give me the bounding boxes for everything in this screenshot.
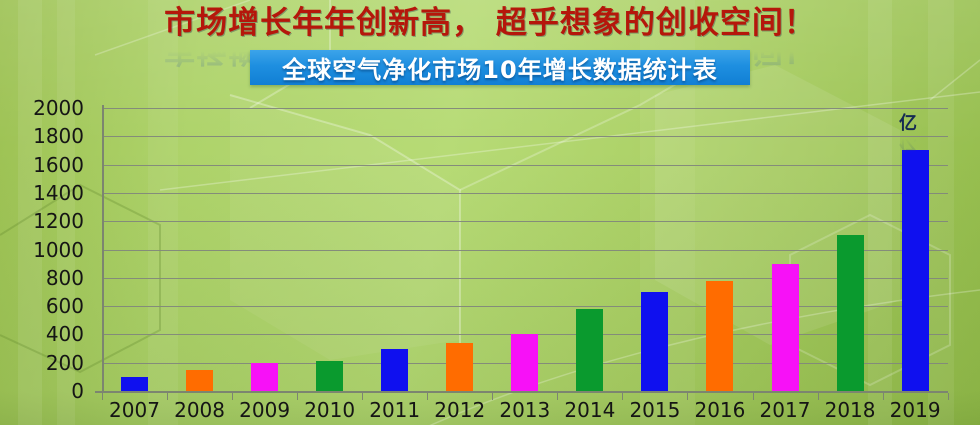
y-tick-label: 600 bbox=[45, 294, 84, 319]
x-tick-label: 2018 bbox=[824, 398, 876, 422]
x-tick-label: 2011 bbox=[369, 398, 421, 422]
bar-2013 bbox=[511, 334, 539, 391]
y-axis-line bbox=[102, 105, 104, 391]
bar-2016 bbox=[706, 280, 734, 391]
bar-2012 bbox=[446, 342, 474, 391]
gridline bbox=[103, 277, 948, 279]
bar-2007 bbox=[121, 376, 148, 391]
y-tick-label: 1600 bbox=[33, 152, 84, 177]
x-tick-label: 2012 bbox=[434, 398, 486, 422]
x-tick-label: 2013 bbox=[499, 398, 551, 422]
bar-2010 bbox=[316, 361, 344, 391]
bar-2011 bbox=[381, 348, 409, 391]
x-axis-tick bbox=[882, 393, 884, 400]
x-tick-label: 2008 bbox=[174, 398, 225, 422]
y-tick-label: 1200 bbox=[33, 209, 84, 234]
x-axis-tick bbox=[687, 393, 689, 400]
subtitle-banner: 全球空气净化市场10年增长数据统计表 bbox=[250, 50, 750, 85]
gridline bbox=[103, 306, 948, 308]
y-tick-label: 1800 bbox=[33, 124, 84, 149]
y-tick-label: 400 bbox=[45, 322, 84, 347]
y-tick-label: 0 bbox=[71, 379, 84, 403]
unit-label: 亿 bbox=[899, 113, 917, 134]
y-tick-label: 2000 bbox=[33, 96, 84, 120]
bar-2017 bbox=[771, 263, 799, 391]
x-axis-tick bbox=[232, 393, 234, 400]
x-axis-tick bbox=[297, 393, 299, 400]
x-tick-label: 2015 bbox=[629, 398, 681, 422]
page-title: 市场增长年年创新高， 超乎想象的创收空间！ bbox=[164, 5, 816, 41]
y-tick-label: 800 bbox=[45, 265, 84, 290]
gridline bbox=[103, 136, 948, 138]
y-tick-label: 1400 bbox=[33, 180, 84, 205]
x-axis-tick bbox=[817, 393, 819, 400]
gridline bbox=[103, 192, 948, 194]
x-axis-tick bbox=[947, 393, 949, 400]
x-tick-label: 2010 bbox=[304, 398, 356, 422]
x-axis-tick bbox=[557, 393, 559, 400]
x-tick-label: 2009 bbox=[239, 398, 291, 422]
x-tick-label: 2016 bbox=[694, 398, 746, 422]
bar-2018 bbox=[836, 235, 864, 391]
bar-2008 bbox=[186, 369, 214, 391]
x-axis-tick bbox=[167, 393, 169, 400]
gridline bbox=[103, 108, 948, 109]
x-axis-tick bbox=[427, 393, 429, 400]
x-axis-tick bbox=[492, 393, 494, 400]
gridline bbox=[103, 164, 948, 166]
y-tick-label: 200 bbox=[45, 350, 84, 375]
x-axis-tick bbox=[102, 393, 103, 400]
bar-2014 bbox=[576, 308, 604, 391]
x-axis-tick bbox=[622, 393, 624, 400]
x-tick-label: 2017 bbox=[759, 398, 811, 422]
x-tick-label: 2014 bbox=[564, 398, 616, 422]
gridline bbox=[103, 249, 948, 251]
bar-2019 bbox=[901, 150, 929, 391]
x-tick-label: 2019 bbox=[889, 398, 941, 422]
gridline bbox=[103, 221, 948, 223]
bar-2015 bbox=[641, 291, 669, 391]
y-tick-label: 1000 bbox=[33, 237, 84, 262]
x-axis-line bbox=[95, 391, 948, 393]
x-tick-label: 2007 bbox=[109, 398, 160, 422]
bar-2009 bbox=[251, 362, 279, 391]
x-axis-tick bbox=[362, 393, 364, 400]
x-axis-tick bbox=[752, 393, 754, 400]
